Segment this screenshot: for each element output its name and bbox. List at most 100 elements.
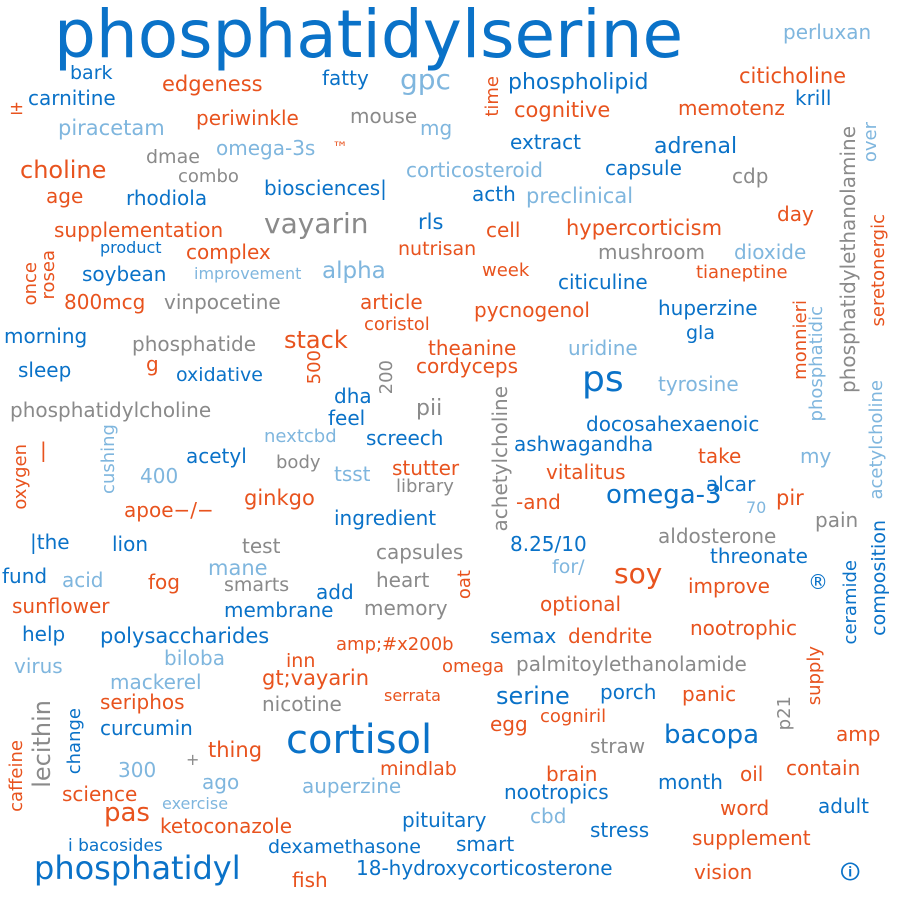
word: supplementation: [54, 218, 224, 242]
word: library: [396, 476, 454, 497]
word: soy: [614, 557, 663, 590]
word: for/: [552, 556, 585, 578]
word: body: [276, 452, 321, 473]
word: change: [64, 708, 85, 775]
word: nootropics: [504, 780, 609, 804]
word: apoe−/−: [124, 498, 214, 522]
word: ps: [582, 359, 624, 400]
word: fog: [148, 570, 180, 594]
word: phosphatidylserine: [54, 0, 684, 73]
word: mackerel: [110, 670, 202, 694]
word: capsule: [605, 156, 682, 180]
word: improvement: [194, 264, 302, 283]
word: brain: [546, 762, 598, 786]
word: cortisol: [286, 717, 433, 763]
word: phosphatidyl: [34, 849, 241, 887]
word: 400: [140, 464, 179, 488]
word: week: [482, 260, 530, 281]
word: time: [482, 76, 503, 117]
word: piracetam: [58, 116, 165, 140]
word: fund: [2, 564, 48, 588]
word: dexamethasone: [268, 836, 421, 858]
word: ashwagandha: [514, 432, 654, 456]
word: lecithin: [28, 700, 56, 788]
word: achetylcholine: [488, 386, 512, 532]
word: egg: [490, 712, 528, 736]
word: sleep: [18, 358, 72, 382]
word: article: [360, 290, 423, 314]
word: phosphatidic: [806, 306, 827, 422]
word: omega-3: [606, 480, 722, 510]
word: product: [100, 238, 162, 257]
word: rosea: [38, 250, 59, 300]
word: acetyl: [186, 444, 247, 468]
word: tianeptine: [696, 262, 788, 283]
word: cognitive: [514, 98, 611, 122]
word: edgeness: [162, 72, 263, 96]
word: acth: [472, 182, 516, 206]
word: age: [46, 184, 84, 208]
word: stress: [590, 818, 650, 842]
word: vayarin: [264, 207, 369, 240]
word: uridine: [568, 336, 638, 360]
word: |the: [30, 530, 70, 554]
word: mushroom: [598, 240, 705, 264]
word: extract: [510, 130, 581, 154]
word: dmae: [146, 146, 200, 168]
word: oxidative: [176, 364, 263, 386]
word: membrane: [224, 598, 334, 622]
word: 800mcg: [64, 290, 146, 314]
word: cdp: [732, 164, 769, 188]
word: omega: [442, 656, 505, 677]
word: aldosterone: [658, 524, 777, 548]
word: palmitoylethanolamide: [516, 652, 747, 676]
word: bark: [70, 62, 113, 84]
word: ketoconazole: [160, 814, 293, 838]
word: cogniril: [540, 706, 607, 727]
word: test: [242, 534, 281, 558]
word: gt;vayarin: [262, 666, 370, 690]
word: choline: [20, 156, 107, 184]
word: my: [800, 444, 832, 468]
word: theanine: [428, 336, 517, 360]
word: hypercorticism: [566, 216, 723, 240]
word: fatty: [322, 66, 369, 90]
word: seretonergic: [868, 214, 889, 327]
word: stack: [284, 326, 348, 354]
word: amp;#x200b: [336, 634, 454, 655]
word: 8.25/10: [510, 532, 587, 556]
word: mindlab: [380, 758, 457, 780]
word: krill: [795, 86, 832, 110]
word: periwinkle: [196, 106, 299, 130]
word: p21: [774, 696, 795, 731]
word: rhodiola: [126, 186, 208, 210]
word: serine: [496, 682, 570, 710]
word: 500: [304, 350, 325, 385]
word: adult: [818, 794, 870, 818]
word: -and: [516, 490, 561, 514]
word: biloba: [164, 646, 225, 670]
word: |: [40, 438, 47, 462]
word: perluxan: [783, 20, 872, 44]
word: pain: [815, 508, 859, 532]
word: pii: [416, 396, 443, 421]
word: pas: [104, 798, 150, 828]
word: tsst: [334, 462, 371, 486]
word: amp: [836, 722, 881, 746]
word: ™: [332, 138, 348, 157]
word: 70: [746, 498, 767, 517]
word: cordyceps: [416, 354, 519, 378]
word: ginkgo: [244, 486, 315, 510]
word: add: [316, 580, 354, 604]
word: morning: [4, 324, 88, 348]
word: improve: [688, 574, 770, 598]
word: day: [777, 202, 814, 226]
word: ®: [808, 570, 828, 594]
word: +: [186, 750, 200, 769]
word: over: [860, 122, 881, 163]
word: bacopa: [664, 720, 760, 750]
word: memory: [364, 596, 448, 620]
word: carnitine: [28, 86, 116, 110]
word: smarts: [224, 574, 290, 596]
